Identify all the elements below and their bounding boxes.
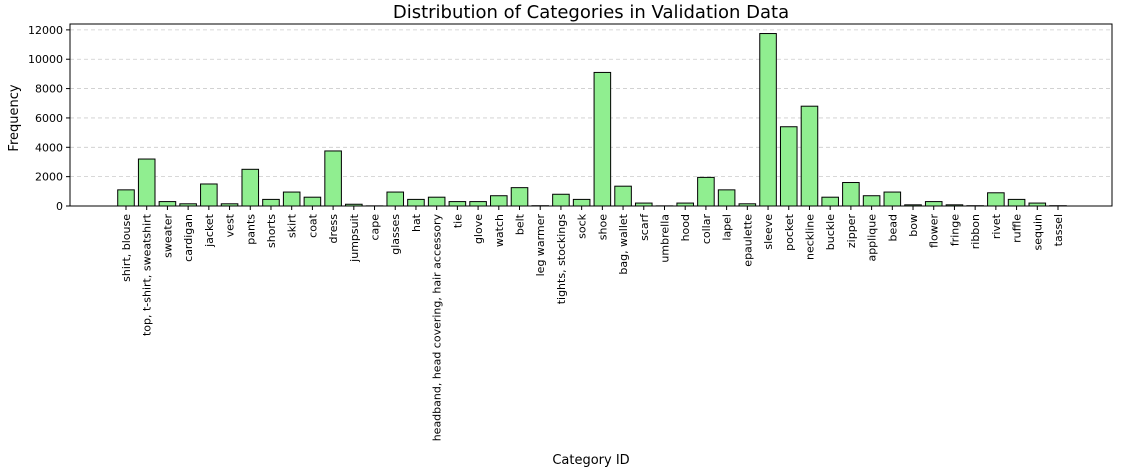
x-tick-label: shirt, blouse [120,214,133,282]
bar [490,195,508,207]
x-tick-label: headband, head covering, hair accessory [431,214,444,442]
x-tick-label: tights, stockings [555,214,568,305]
bar [241,168,260,207]
y-tick-label: 4000 [35,141,63,154]
y-tick-label: 12000 [28,24,63,37]
x-tick-label: hat [410,213,423,232]
bar [282,191,301,207]
x-tick-label: flower [928,214,941,248]
bar [469,201,487,207]
y-tick-label: 10000 [28,53,63,66]
x-tick-label: sequin [1031,214,1044,251]
x-tick-label: fringe [948,214,961,246]
chart-title: Distribution of Categories in Validation… [393,2,789,23]
x-tick-label: pocket [783,213,796,251]
bar [614,185,632,207]
y-axis-ticks: 0 2000 4000 6000 8000 10000 12000 [28,24,70,213]
bar [324,150,342,207]
bar [842,182,860,207]
y-tick-label: 2000 [35,171,63,184]
x-tick-label: dress [327,214,340,244]
y-tick-label: 8000 [35,83,63,96]
bar [697,176,715,207]
bar [800,105,819,207]
x-tick-label: rivet [990,213,1003,239]
bar [717,189,736,207]
x-axis-label: Category ID [552,453,629,468]
x-tick-label: bag, wallet [617,213,630,274]
x-axis-ticks: shirt, blouse top, t-shirt, sweatshirt swe… [120,206,1065,441]
x-tick-label: pants [244,214,257,245]
bar [303,196,322,207]
bar [262,198,280,207]
x-tick-label: zipper [845,214,858,249]
bar [593,71,612,207]
x-tick-label: sweater [161,214,174,258]
x-tick-label: glasses [389,214,402,255]
bar [200,183,218,207]
x-tick-label: tie [451,214,464,228]
x-tick-label: shoe [596,214,609,240]
x-tick-label: top, t-shirt, sweatshirt [141,213,154,336]
x-tick-label: jacket [203,213,216,248]
x-tick-label: skirt [286,213,299,238]
x-tick-label: umbrella [658,214,671,263]
x-tick-label: glove [472,214,485,244]
x-tick-label: ribbon [969,214,982,249]
gridlines [70,29,1112,178]
y-axis-label: Frequency [7,84,22,151]
bar [158,201,177,207]
x-tick-label: shorts [265,214,278,248]
bar [117,189,135,207]
x-tick-label: ruffle [1011,214,1024,243]
x-tick-label: scarf [638,213,651,241]
x-tick-label: hood [679,214,692,241]
x-tick-label: cardigan [182,214,195,262]
bar [883,191,902,207]
x-tick-label: leg warmer [534,214,547,277]
bar [759,33,777,207]
bar [862,195,881,207]
y-tick-label: 6000 [35,112,63,125]
bar [924,201,943,207]
x-tick-label: collar [700,214,713,245]
x-tick-label: bow [907,214,920,237]
bar [427,196,446,207]
x-tick-label: tassel [1052,214,1065,246]
x-tick-label: cape [369,214,382,241]
bar [779,126,798,207]
x-tick-label: epaulette [741,214,754,267]
bar [821,196,839,207]
bar [137,158,156,207]
plot-frame [69,23,1113,207]
bar [510,187,529,207]
x-tick-label: belt [514,213,527,235]
x-tick-label: neckline [803,214,816,260]
x-tick-label: applique [866,214,879,262]
x-tick-label: bead [886,214,899,241]
x-tick-label: coat [306,213,319,238]
x-tick-label: sock [576,213,589,239]
x-tick-label: sleeve [762,214,775,250]
x-tick-label: watch [493,214,506,247]
bar [552,193,570,207]
x-tick-label: jumpsuit [348,213,361,262]
x-tick-label: lapel [721,214,734,241]
bar [1007,198,1026,207]
bar [572,198,591,207]
bar [386,191,405,207]
bar [987,192,1005,207]
bar [407,198,425,207]
y-tick-label: 0 [56,200,63,213]
bar [448,201,467,207]
x-tick-label: buckle [824,214,837,250]
x-tick-label: vest [224,213,237,237]
